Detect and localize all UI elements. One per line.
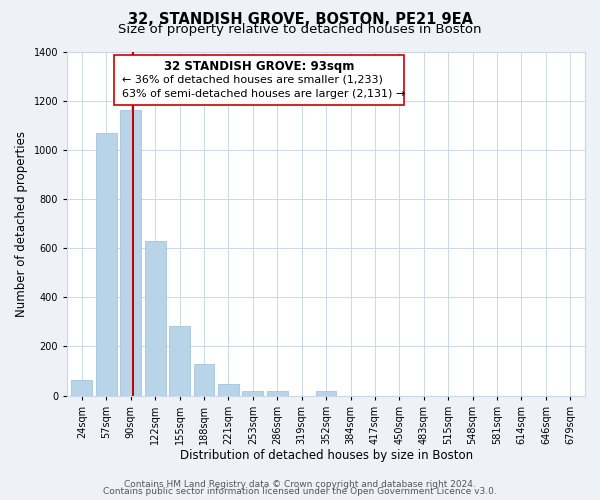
Text: ← 36% of detached houses are smaller (1,233): ← 36% of detached houses are smaller (1,…	[122, 75, 382, 85]
Text: Size of property relative to detached houses in Boston: Size of property relative to detached ho…	[118, 22, 482, 36]
Bar	[145, 240, 166, 396]
Bar	[121, 110, 141, 396]
Bar	[169, 326, 190, 396]
Bar	[242, 390, 263, 396]
Bar	[218, 384, 239, 396]
Bar	[267, 390, 287, 396]
Text: Contains public sector information licensed under the Open Government Licence v3: Contains public sector information licen…	[103, 488, 497, 496]
X-axis label: Distribution of detached houses by size in Boston: Distribution of detached houses by size …	[179, 450, 473, 462]
Text: 32, STANDISH GROVE, BOSTON, PE21 9EA: 32, STANDISH GROVE, BOSTON, PE21 9EA	[128, 12, 473, 28]
Text: 63% of semi-detached houses are larger (2,131) →: 63% of semi-detached houses are larger (…	[122, 88, 405, 99]
Bar	[96, 132, 116, 396]
Y-axis label: Number of detached properties: Number of detached properties	[15, 130, 28, 316]
Bar	[71, 380, 92, 396]
Text: Contains HM Land Registry data © Crown copyright and database right 2024.: Contains HM Land Registry data © Crown c…	[124, 480, 476, 489]
Text: 32 STANDISH GROVE: 93sqm: 32 STANDISH GROVE: 93sqm	[164, 60, 354, 73]
FancyBboxPatch shape	[114, 55, 404, 105]
Bar	[194, 364, 214, 396]
Bar	[316, 390, 337, 396]
